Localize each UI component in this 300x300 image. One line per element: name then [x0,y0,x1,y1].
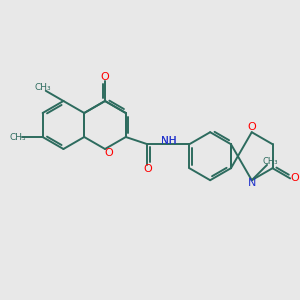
Text: N: N [248,178,256,188]
Text: CH₃: CH₃ [34,83,51,92]
Text: NH: NH [161,136,176,146]
Text: O: O [248,122,256,132]
Text: O: O [100,72,109,82]
Text: NH: NH [161,136,176,146]
Text: O: O [143,164,152,174]
Text: CH₃: CH₃ [10,133,27,142]
Text: O: O [291,173,300,183]
Text: O: O [105,148,113,158]
Text: CH₃: CH₃ [262,158,278,166]
